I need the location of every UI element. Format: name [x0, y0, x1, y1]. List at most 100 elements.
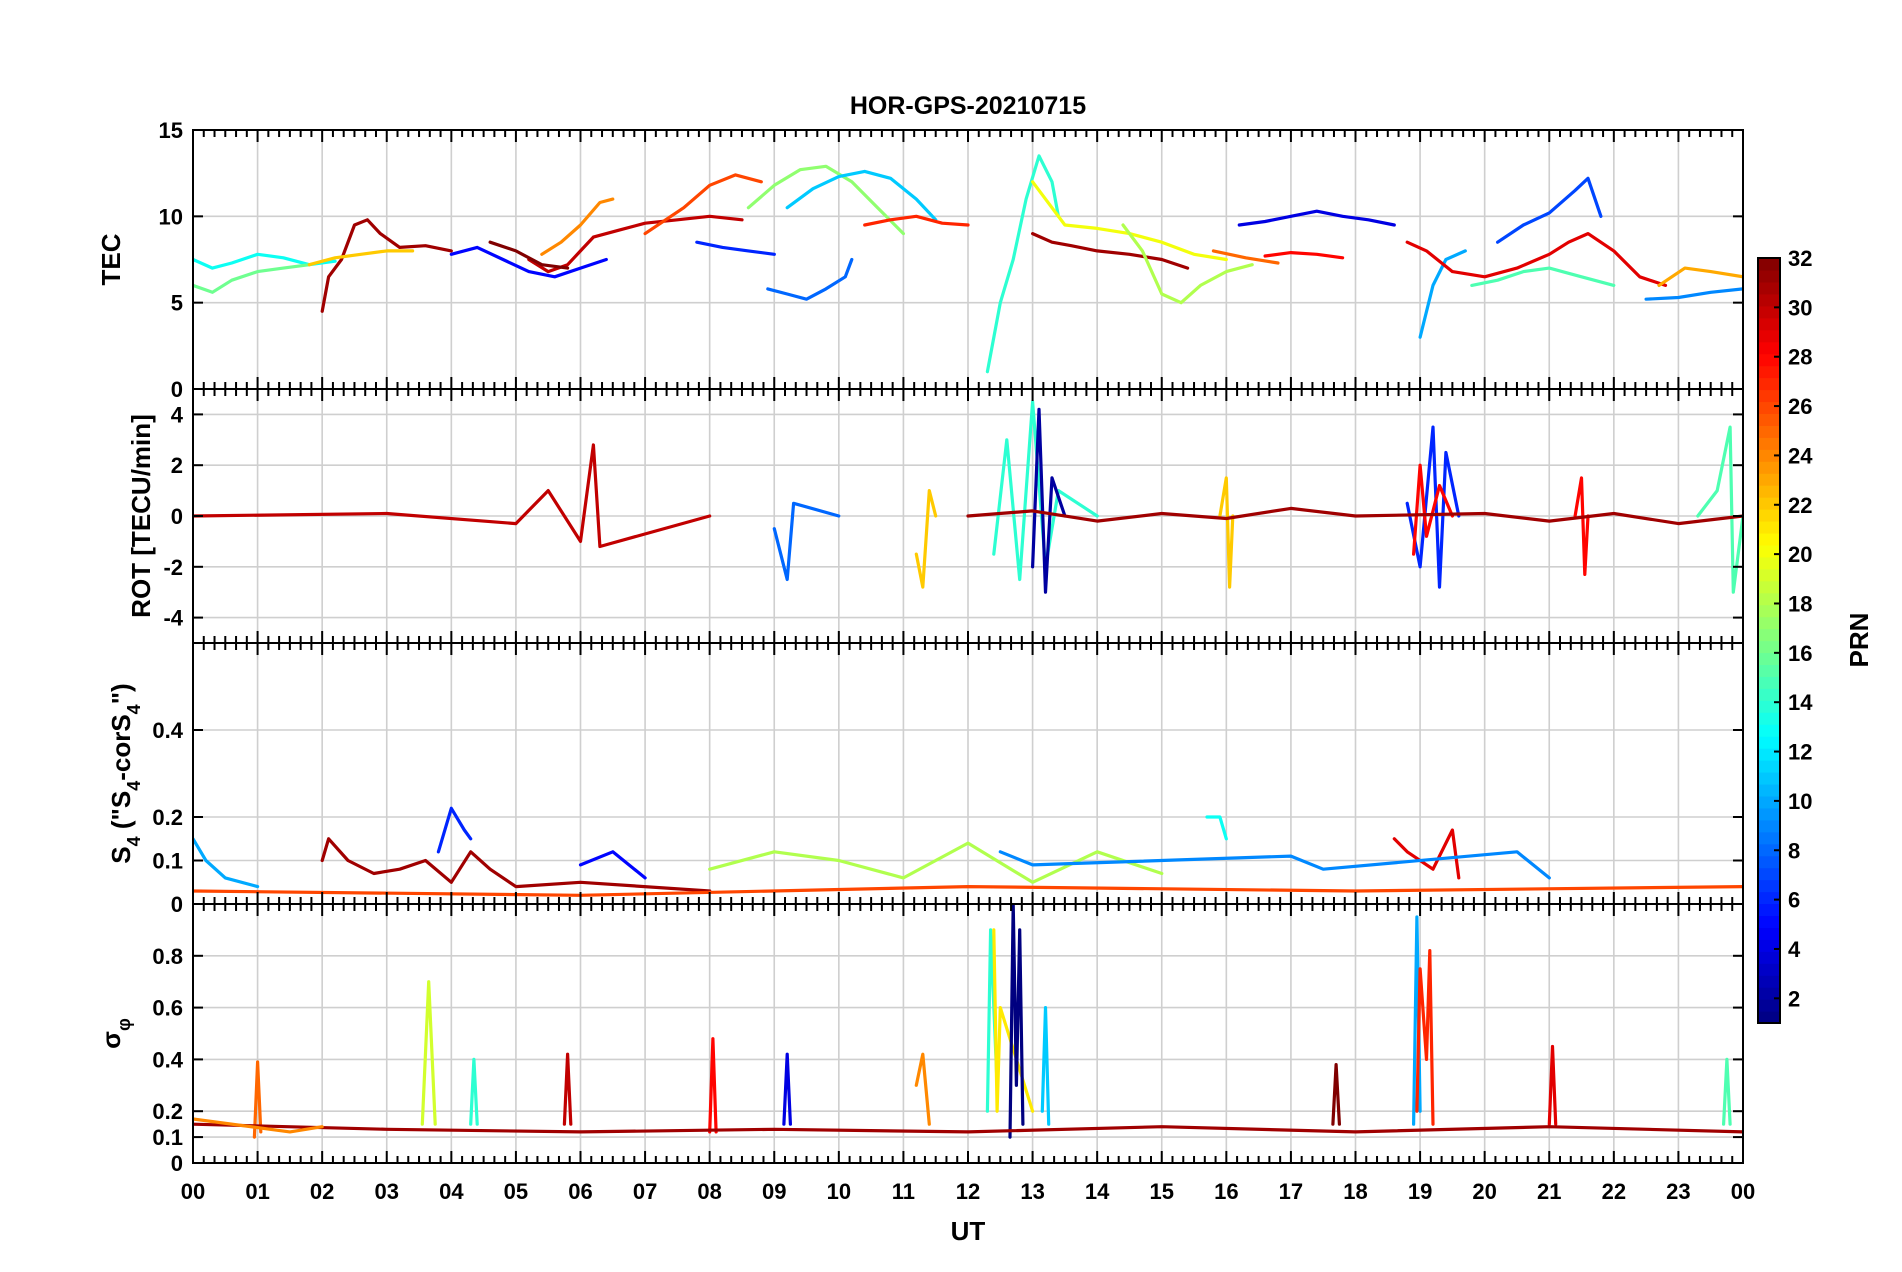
x-tick-label: 06 [568, 1179, 592, 1204]
colorbar-label: PRN [1844, 613, 1874, 668]
colorbar-segment [1758, 939, 1780, 952]
colorbar-segment [1758, 485, 1780, 498]
series-line-prn-26 [643, 173, 763, 236]
series-line-prn-8 [766, 257, 854, 301]
series-line-prn-11 [785, 169, 938, 222]
y-axis-label-s4: S4 ("S4-corS4") [106, 683, 144, 863]
colorbar-segment [1758, 915, 1780, 928]
colorbar-tick-label: 28 [1788, 345, 1812, 370]
colorbar-segment [1758, 317, 1780, 331]
colorbar-segment [1758, 281, 1780, 295]
x-axis-label: UT [951, 1216, 986, 1246]
series-line-prn-31 [320, 837, 712, 893]
series-line-prn-6 [1405, 425, 1461, 589]
colorbar-segment [1758, 795, 1780, 809]
series-line-prn-25 [252, 1060, 263, 1139]
colorbar-tick-label: 10 [1788, 789, 1812, 814]
series-line-prn-18 [708, 841, 1164, 884]
colorbar-segment [1758, 425, 1780, 438]
colorbar-segment [1758, 760, 1780, 773]
y-tick-label: 0 [171, 892, 183, 917]
x-tick-label: 02 [310, 1179, 334, 1204]
colorbar-tick-label: 26 [1788, 394, 1812, 419]
colorbar-segment [1758, 461, 1780, 474]
series-line-prn-1 [1008, 904, 1025, 1139]
colorbar-segment [1758, 568, 1780, 582]
series-line-prn-10 [1418, 249, 1467, 339]
series-line-prn-30 [193, 443, 712, 549]
y-tick-label: 0.1 [152, 849, 183, 874]
colorbar-segment [1758, 664, 1780, 677]
colorbar-tick-label: 32 [1788, 246, 1812, 271]
y-axis-label-rot: ROT [TECU/min] [126, 414, 156, 618]
x-tick-label: 19 [1408, 1179, 1432, 1204]
series-line-prn-6 [695, 240, 776, 256]
colorbar-segment [1758, 855, 1780, 869]
colorbar-segment [1758, 712, 1780, 725]
series-line-prn-32 [488, 240, 570, 270]
colorbar-segment [1758, 497, 1780, 510]
colorbar-segment [1758, 628, 1780, 642]
colorbar-segment [1758, 544, 1780, 558]
x-tick-label: 17 [1279, 1179, 1303, 1204]
colorbar-segment [1758, 305, 1780, 319]
colorbar-segment [1758, 819, 1780, 833]
colorbar-segment [1758, 269, 1780, 283]
colorbar-tick-label: 24 [1788, 443, 1813, 468]
y-axis-label-tec: TEC [96, 233, 126, 285]
colorbar-segment [1758, 389, 1780, 403]
series-line-prn-19 [420, 980, 437, 1126]
colorbar-segment [1758, 807, 1780, 821]
series-line-prn-4 [782, 1052, 792, 1126]
series-line-prn-22 [307, 249, 415, 267]
x-tick-label: 16 [1214, 1179, 1238, 1204]
colorbar-segment [1758, 736, 1780, 749]
colorbar-segment [1758, 616, 1780, 630]
y-tick-label: 0.8 [152, 944, 183, 969]
series-line-prn-28 [1263, 251, 1345, 260]
colorbar-tick-label: 22 [1788, 493, 1812, 518]
colorbar-segment [1758, 293, 1780, 307]
colorbar-segment [1758, 676, 1780, 689]
colorbar-segment [1758, 341, 1780, 355]
colorbar-frame [1757, 257, 1781, 1024]
series-line-prn-24 [193, 1117, 324, 1134]
panel-rot: -4 -2 0 2 4 ROT [TECU/min] [126, 388, 1744, 644]
panel-sigma_phi: 00.10.2 0.4 0.6 0.8 σφ [96, 903, 1744, 1176]
x-tick-label: 14 [1085, 1179, 1110, 1204]
series-line-prn-31 [320, 218, 453, 313]
colorbar-tick-label: 20 [1788, 542, 1812, 567]
series-line-prn-23 [1657, 266, 1743, 287]
colorbar-tick-label: 16 [1788, 641, 1812, 666]
series-line-prn-9 [998, 850, 1551, 880]
colorbar-segment [1758, 903, 1780, 917]
colorbar-segment [1758, 377, 1780, 391]
series-group [193, 154, 1743, 374]
colorbar-segment [1758, 592, 1780, 606]
colorbar-segment [1758, 951, 1780, 964]
series-line-prn-29 [1547, 1044, 1558, 1126]
x-tick-label: 20 [1472, 1179, 1496, 1204]
colorbar-segment [1758, 401, 1780, 414]
x-tick-label: 23 [1666, 1179, 1690, 1204]
series-line-prn-9 [1644, 287, 1743, 301]
series-line-prn-29 [1405, 232, 1668, 287]
colorbar-segment [1758, 1011, 1780, 1024]
colorbar-segment [1758, 975, 1780, 988]
colorbar-segment [1758, 831, 1780, 845]
y-tick-label: 0.4 [152, 718, 183, 743]
x-tick-label: 22 [1602, 1179, 1626, 1204]
series-line-prn-22 [914, 489, 938, 589]
colorbar-segment [1758, 449, 1780, 462]
x-tick-label: 18 [1343, 1179, 1367, 1204]
colorbar-segment [1758, 520, 1780, 534]
y-tick-label: -4 [163, 606, 183, 631]
y-tick-label: 15 [159, 118, 183, 143]
colorbar-segment [1758, 748, 1780, 761]
colorbar-tick-label: 2 [1788, 986, 1800, 1011]
x-tick-label: 04 [439, 1179, 464, 1204]
colorbar-segment [1758, 353, 1780, 367]
colorbar-segment [1758, 640, 1780, 654]
series-line-prn-24 [540, 197, 615, 256]
